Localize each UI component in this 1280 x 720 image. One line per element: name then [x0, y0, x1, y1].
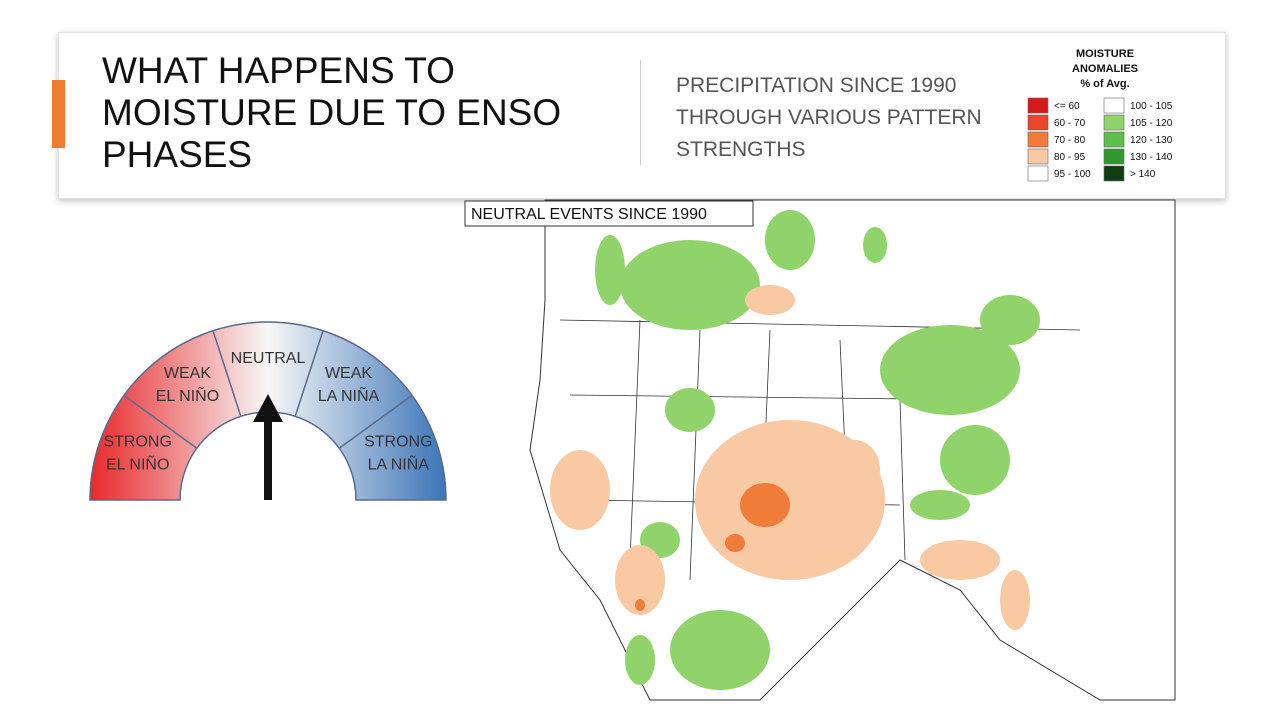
gauge-needle-head — [253, 394, 283, 422]
legend-label: > 140 — [1130, 169, 1156, 180]
legend-label: 130 - 140 — [1130, 152, 1173, 163]
legend-swatch — [1103, 131, 1125, 148]
legend-label: 105 - 120 — [1130, 118, 1173, 129]
gauge-label: WEAK EL NIÑO — [156, 365, 219, 405]
legend-title: ANOMALIES — [1072, 63, 1138, 75]
legend-swatch — [1027, 148, 1049, 165]
gauge-label-line: EL NIÑO — [106, 454, 169, 474]
gauge-divider — [294, 330, 324, 417]
title-line: WHAT HAPPENS TO — [102, 50, 455, 91]
legend: MOISTURE ANOMALIES % of Avg.<= 60 60 - 70 70… — [1027, 48, 1173, 182]
legend-label: <= 60 — [1054, 101, 1080, 112]
gauge-label-line: WEAK — [325, 365, 372, 382]
legend-title: % of Avg. — [1080, 78, 1129, 90]
legend-swatch — [1027, 114, 1049, 131]
title-line: MOISTURE DUE TO ENSO — [102, 92, 562, 133]
subtitle: PRECIPITATION SINCE 1990 THROUGH VARIOUS… — [676, 70, 982, 166]
legend-label: 120 - 130 — [1130, 135, 1173, 146]
gauge-label: STRONG EL NIÑO — [103, 434, 171, 474]
gauge-label-line: NEUTRAL — [231, 350, 306, 367]
gauge-label: NEUTRAL — [231, 350, 306, 367]
legend-label: 80 - 95 — [1054, 152, 1086, 163]
legend-swatch — [1103, 114, 1125, 131]
map: NEUTRAL EVENTS SINCE 1990 — [464, 199, 1176, 701]
legend-swatch — [1027, 97, 1049, 114]
legend-swatch — [1103, 165, 1125, 182]
legend-swatch — [1027, 131, 1049, 148]
divider — [640, 60, 641, 165]
subtitle-line: THROUGH VARIOUS PATTERN — [676, 106, 982, 129]
gauge-label: WEAK LA NIÑA — [318, 365, 380, 405]
gauge-divider — [212, 330, 242, 417]
title: WHAT HAPPENS TO MOISTURE DUE TO ENSO PHA… — [102, 50, 561, 176]
legend-label: 100 - 105 — [1130, 101, 1173, 112]
legend-label: 70 - 80 — [1054, 135, 1086, 146]
gauge-label-line: EL NIÑO — [156, 385, 219, 405]
map-label: NEUTRAL EVENTS SINCE 1990 — [471, 206, 707, 223]
gauge-label-line: STRONG — [103, 434, 171, 451]
title-line: PHASES — [102, 134, 253, 175]
legend-swatch — [1103, 148, 1125, 165]
gauge-needle — [264, 418, 272, 500]
gauge: STRONG EL NIÑO WEAK EL NIÑO NEUTRAL WEAK LA NI… — [89, 321, 447, 501]
subtitle-line: PRECIPITATION SINCE 1990 — [676, 74, 957, 97]
gauge-label-line: LA NIÑA — [318, 385, 380, 405]
legend-label: 60 - 70 — [1054, 118, 1086, 129]
legend-label: 95 - 100 — [1054, 169, 1091, 180]
legend-swatch — [1103, 97, 1125, 114]
subtitle-line: STRENGTHS — [676, 138, 806, 161]
gauge-label: STRONG LA NIÑA — [364, 434, 432, 474]
gauge-divider — [338, 394, 413, 449]
gauge-divider — [123, 394, 198, 449]
gauge-label-line: LA NIÑA — [368, 454, 430, 474]
accent-bar — [52, 80, 65, 148]
legend-swatch — [1027, 165, 1049, 182]
legend-title: MOISTURE — [1076, 48, 1134, 60]
gauge-label-line: WEAK — [164, 365, 211, 382]
gauge-label-line: STRONG — [364, 434, 432, 451]
